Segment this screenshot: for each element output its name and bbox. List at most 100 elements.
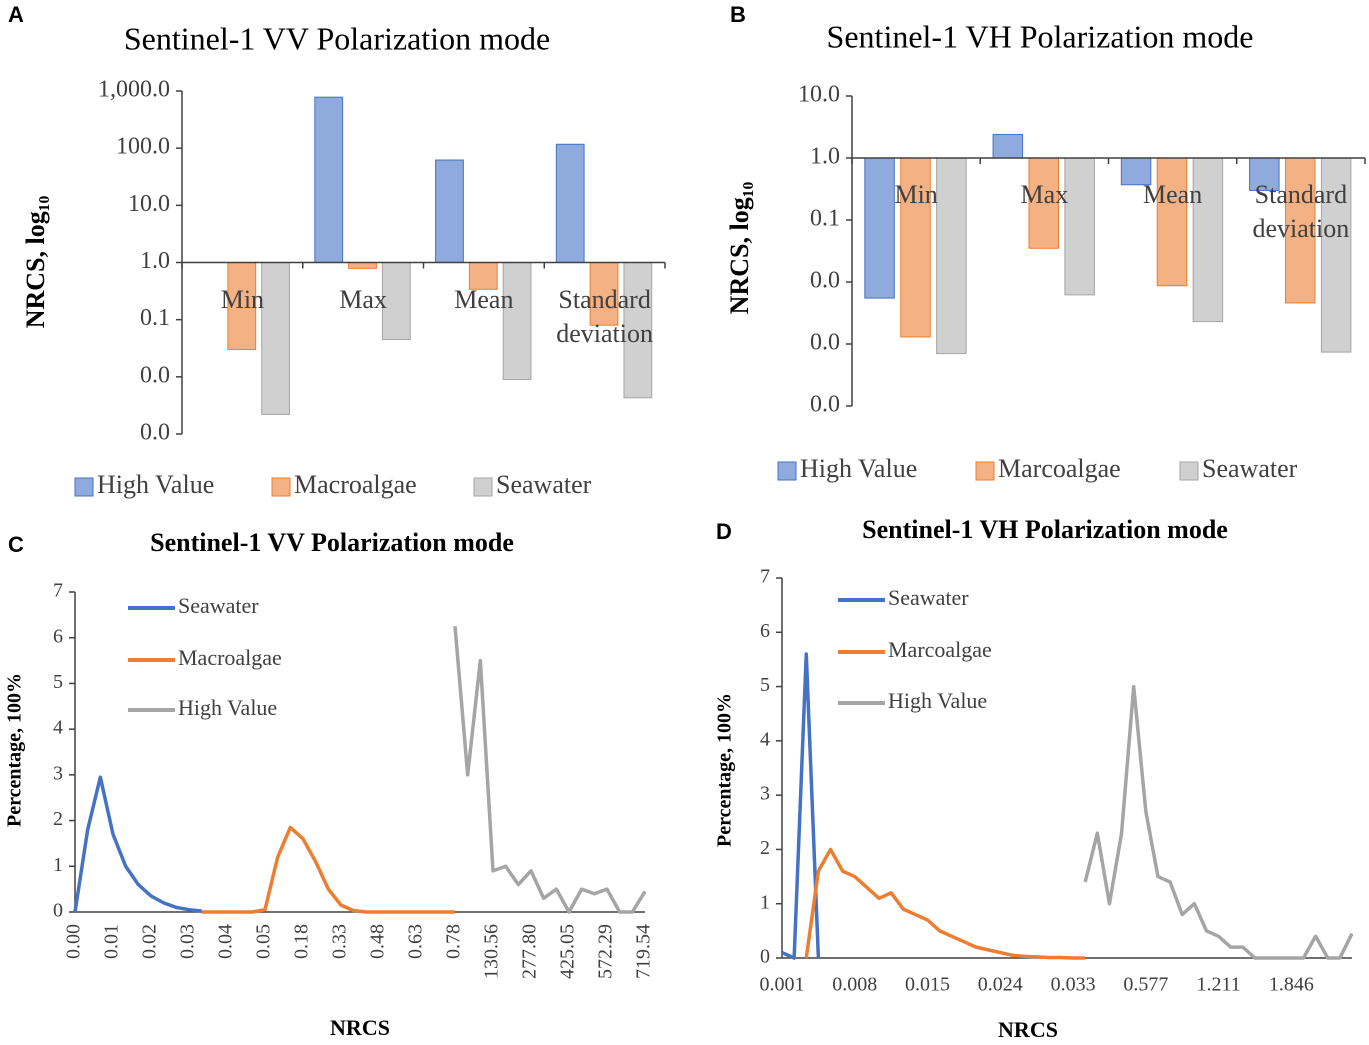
series-line [201, 825, 455, 914]
x-tick-label: 0.05 [253, 924, 275, 959]
x-tick-label: 0.63 [405, 924, 427, 959]
category-label: Max [339, 284, 387, 314]
x-tick-label: 0.33 [329, 924, 351, 959]
x-axis-label: NRCS [330, 1015, 390, 1040]
y-tick-label: 5 [760, 674, 770, 696]
series-line [781, 652, 821, 960]
x-tick-label: 0.78 [443, 924, 465, 959]
legend-label: High Value [800, 454, 917, 483]
y-tick-label: 0 [760, 946, 770, 968]
y-axis-label: NRCS, log₁₀ [725, 181, 754, 314]
x-tick-label: 130.56 [481, 924, 503, 979]
bar [555, 143, 585, 263]
category-label: Standard deviation [556, 284, 653, 348]
y-axis-label: Percentage, 100% [714, 693, 736, 847]
panel-letter: B [730, 2, 746, 27]
category-label: Max [1021, 180, 1069, 209]
x-tick-label: 0.04 [215, 924, 237, 959]
y-tick-label: 0 [53, 900, 63, 922]
x-tick-label: 0.015 [905, 974, 950, 996]
x-tick-label: 0.00 [63, 924, 85, 959]
y-tick-label: 0.0 [810, 330, 840, 356]
bar [435, 159, 464, 263]
y-tick-label: 1.0 [810, 144, 840, 170]
chart-title: Sentinel-1 VV Polarization mode [124, 20, 550, 56]
x-tick-label: 0.02 [139, 924, 161, 959]
x-tick-label: Standard deviation [556, 284, 653, 348]
legend-swatch [975, 461, 995, 481]
x-tick-label: Min [220, 284, 265, 314]
bar [1320, 157, 1352, 353]
y-tick-label: 1 [760, 891, 770, 913]
y-tick-label: 4 [760, 728, 770, 750]
y-tick-label: 1.0 [140, 248, 170, 274]
x-tick-label: 0.001 [760, 974, 805, 996]
legend-swatch [1179, 461, 1199, 481]
legend-label: High Value [888, 688, 987, 713]
legend-label: High Value [97, 470, 214, 499]
bar [589, 262, 619, 326]
bar [864, 157, 895, 299]
x-tick-label: 277.80 [519, 924, 541, 979]
y-tick-label: 10.0 [128, 191, 170, 217]
legend-label: Marcoalgae [888, 637, 992, 662]
x-tick-label: 0.008 [832, 974, 877, 996]
y-tick-label: 10.0 [798, 82, 840, 108]
category-label: Mean [1143, 180, 1202, 209]
x-tick-label: 0.48 [367, 924, 389, 959]
legend-swatch [777, 461, 797, 481]
x-tick-label: Standard deviation [1252, 180, 1350, 243]
y-tick-label: 6 [53, 625, 63, 647]
y-tick-label: 1,000.0 [98, 77, 170, 103]
bar [1120, 157, 1152, 186]
legend-label: High Value [178, 695, 277, 720]
y-tick-label: 0.1 [140, 305, 170, 331]
y-tick-label: 7 [53, 580, 63, 602]
legend-label: Macroalgae [178, 645, 282, 670]
bar [227, 262, 257, 351]
series-line [1083, 684, 1354, 960]
category-label: Mean [454, 285, 513, 314]
bar [1249, 157, 1280, 191]
x-tick-label: 0.18 [291, 924, 313, 959]
bar [1064, 157, 1095, 296]
y-tick-label: 0.0 [810, 268, 840, 294]
category-label: Min [894, 180, 937, 209]
x-tick-label: Max [339, 284, 387, 314]
legend-label: Seawater [496, 470, 592, 499]
bar [381, 262, 411, 340]
bar [1284, 157, 1316, 304]
legend-label: Seawater [888, 585, 969, 610]
legend-swatch [473, 477, 493, 497]
y-tick-label: 0.1 [810, 206, 840, 232]
legend-label: Macroalgae [294, 470, 417, 499]
y-tick-label: 0.0 [140, 420, 170, 446]
y-axis-label: Percentage, 100% [4, 673, 26, 827]
chart-title: Sentinel-1 VV Polarization mode [150, 528, 514, 557]
y-tick-label: 2 [760, 837, 770, 859]
y-tick-label: 4 [53, 717, 63, 739]
bar [936, 157, 967, 355]
panel-letter: C [8, 532, 24, 557]
bar [468, 262, 498, 290]
bar [314, 96, 344, 263]
y-tick-label: 0.0 [140, 362, 170, 388]
x-tick-label: 0.024 [978, 974, 1023, 996]
panel-letter: D [716, 519, 732, 544]
y-tick-label: 3 [53, 762, 63, 784]
y-axis-label: NRCS, log₁₀ [21, 195, 50, 328]
x-tick-label: 1.846 [1269, 974, 1314, 996]
y-tick-label: 3 [760, 783, 770, 805]
x-tick-label: 425.05 [557, 924, 579, 979]
chart-title: Sentinel-1 VH Polarization mode [862, 515, 1228, 544]
x-tick-label: 719.54 [633, 924, 655, 979]
y-tick-label: 6 [760, 620, 770, 642]
y-tick-label: 1 [53, 854, 63, 876]
bar [348, 262, 377, 269]
panel-letter: A [8, 2, 24, 27]
x-tick-label: 0.033 [1051, 974, 1096, 996]
x-tick-label: 0.03 [177, 924, 199, 959]
series-line [804, 847, 1086, 960]
legend-swatch [271, 477, 291, 497]
